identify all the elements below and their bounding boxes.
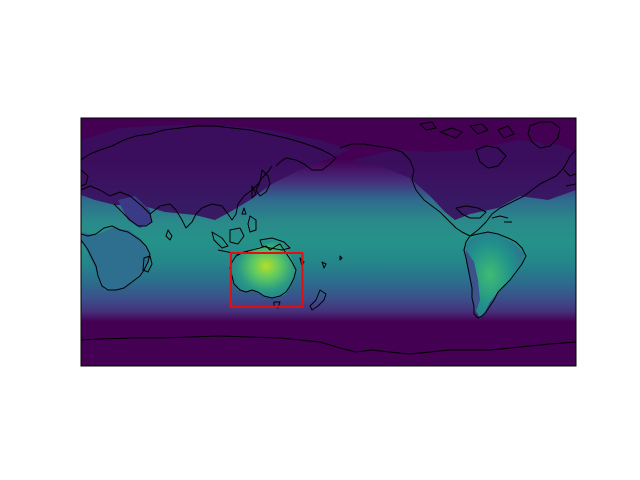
coast-hudson-bay (475, 145, 507, 169)
coast-new-zealand (309, 289, 327, 311)
africa-field (81, 228, 150, 290)
coast-borneo-sumatra (211, 227, 245, 249)
arabia-field (118, 196, 152, 228)
map-frame (80, 117, 577, 367)
antarctica-field (81, 336, 576, 366)
coast-madagascar (142, 255, 153, 273)
coast-arabia (109, 191, 153, 227)
coast-new-guinea (259, 237, 291, 251)
coast-north-america (339, 143, 576, 237)
coast-tasmania (273, 301, 281, 309)
coast-korea-taiwan (241, 185, 257, 215)
coast-japan (255, 169, 271, 197)
eurasia-interior (81, 125, 350, 220)
coast-india-sri-lanka (165, 229, 173, 241)
coast-greenland (527, 121, 561, 149)
coast-europe-west (81, 169, 576, 187)
coast-gulf-mexico (455, 205, 487, 219)
coast-eurasia-north (81, 125, 337, 171)
coast-caribbean (491, 215, 512, 223)
coast-south-america (463, 231, 527, 319)
coast-eurasia-south (81, 165, 273, 229)
highlight-box (229, 252, 304, 308)
coastlines (81, 121, 576, 355)
north-america-interior (352, 140, 576, 220)
andes-field (466, 250, 480, 312)
map-axes (80, 117, 577, 367)
greenland-interior (532, 120, 560, 146)
coast-arctic-islands (419, 121, 515, 139)
coast-antarctica (81, 335, 576, 355)
australia-field (230, 240, 296, 298)
coast-philippines (247, 215, 257, 233)
coast-australia (229, 243, 297, 299)
